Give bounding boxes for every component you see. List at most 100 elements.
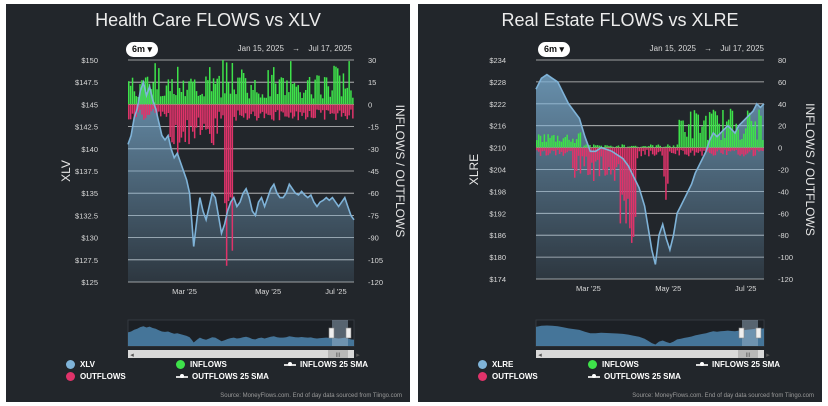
outflow-bar <box>712 147 715 156</box>
date-from[interactable]: Jan 15, 2025 <box>649 44 696 53</box>
caret-down-icon: ▾ <box>147 44 153 54</box>
inflow-bar <box>350 90 352 105</box>
inflow-bar <box>218 75 220 105</box>
outflow-bar <box>193 104 196 139</box>
inflow-bar <box>291 84 294 105</box>
range-label: 6m <box>544 44 558 54</box>
outflow-bar <box>676 147 679 151</box>
inflow-bar <box>631 145 633 148</box>
inflow-bar <box>205 76 207 105</box>
inflow-bar <box>237 77 239 105</box>
outflow-bar <box>214 104 217 119</box>
inflow-bar <box>619 147 622 148</box>
inflow-bar <box>545 141 547 148</box>
navigator-handle-left <box>328 327 335 339</box>
scrollbar-thumb <box>328 350 348 358</box>
outflow-bar <box>143 104 145 120</box>
legend-item-inflows[interactable]: INFLOWS <box>176 360 227 369</box>
outflow-bar <box>678 147 680 156</box>
legend-item-outflows-sma[interactable]: OUTFLOWS 25 SMA <box>588 372 681 381</box>
outflow-bar <box>273 104 275 121</box>
inflow-bar <box>288 92 290 105</box>
legend-label: OUTFLOWS <box>80 372 126 381</box>
outflow-bar <box>337 104 339 114</box>
outflow-bar <box>722 147 724 155</box>
outflow-bar <box>128 104 130 120</box>
outflow-bar <box>269 104 271 116</box>
inflow-bar <box>575 139 578 148</box>
inflow-bar <box>227 82 230 105</box>
inflow-bar <box>593 144 595 148</box>
outflow-bar <box>549 147 551 154</box>
legend-item-inflows-sma[interactable]: INFLOWS 25 SMA <box>284 360 368 369</box>
date-from[interactable]: Jan 15, 2025 <box>237 44 284 53</box>
legend-item-outflows[interactable]: OUTFLOWS <box>66 372 126 381</box>
outflow-bar <box>173 104 175 145</box>
outflow-bar <box>752 147 755 157</box>
inflow-bar <box>598 145 601 148</box>
inflow-bar <box>754 121 756 148</box>
y-right-tick-label: 30 <box>368 56 376 65</box>
outflow-bar <box>342 104 345 113</box>
outflow-bar <box>600 147 603 157</box>
outflow-bar <box>737 147 739 155</box>
sma-line-icon <box>284 361 296 366</box>
y-right-tick-label: 40 <box>778 100 786 109</box>
inflow-bar <box>596 145 599 148</box>
outflow-bar <box>669 147 671 152</box>
inflow-bar <box>553 135 555 148</box>
inflow-bar <box>543 134 546 148</box>
legend-item-outflows-sma[interactable]: OUTFLOWS 25 SMA <box>176 372 269 381</box>
scrollbar-track <box>128 350 354 358</box>
outflow-bar <box>756 147 758 151</box>
range-select-button[interactable]: 6m ▾ <box>126 42 159 57</box>
inflow-bar <box>231 63 234 105</box>
inflow-bar <box>646 146 648 148</box>
inflow-bar <box>171 79 173 105</box>
inflow-bar <box>572 138 574 148</box>
inflow-bar <box>286 80 288 105</box>
outflow-bar <box>667 147 669 184</box>
y-left-tick-label: $192 <box>489 209 506 218</box>
inflow-bar <box>201 93 203 105</box>
inflow-bar <box>650 144 652 148</box>
range-select-button[interactable]: 6m ▾ <box>538 42 571 57</box>
outflow-bar <box>141 104 143 115</box>
x-tick-label: May '25 <box>255 287 281 296</box>
outflow-bar <box>585 147 587 157</box>
date-to[interactable]: Jul 17, 2025 <box>308 44 352 53</box>
chart-panel-health-care: Health Care FLOWS vs XLV 6m ▾ Jan 15, 20… <box>6 4 410 402</box>
outflow-bar <box>612 147 614 170</box>
inflow-bar <box>169 91 171 105</box>
y-left-axis-label: XLRE <box>467 154 481 185</box>
outflow-bar <box>691 147 694 151</box>
legend-item-price[interactable]: XLRE <box>478 360 513 369</box>
inflow-bar <box>161 96 164 105</box>
outflow-bar <box>707 147 709 152</box>
date-range[interactable]: Jan 15, 2025 → Jul 17, 2025 <box>650 44 764 53</box>
date-range[interactable]: Jan 15, 2025 → Jul 17, 2025 <box>238 44 352 53</box>
outflow-bar <box>638 147 641 152</box>
y-right-tick-label: 15 <box>368 78 376 87</box>
legend-item-inflows-sma[interactable]: INFLOWS 25 SMA <box>696 360 780 369</box>
legend-item-inflows[interactable]: INFLOWS <box>588 360 639 369</box>
outflow-bar <box>608 147 610 168</box>
inflow-bar <box>644 146 646 148</box>
scroll-left-icon: ◂ <box>130 352 134 359</box>
legend-item-outflows[interactable]: OUTFLOWS <box>478 372 538 381</box>
inflow-bar <box>316 75 318 105</box>
inflow-bar <box>718 123 720 148</box>
inflow-bar <box>741 138 743 148</box>
legend-item-price[interactable]: XLV <box>66 360 95 369</box>
inflow-bar <box>242 73 245 105</box>
date-to[interactable]: Jul 17, 2025 <box>720 44 764 53</box>
outflow-bar <box>229 104 232 198</box>
outflow-bar <box>288 104 290 118</box>
inflow-bar <box>564 137 566 148</box>
inflow-bar <box>541 142 544 148</box>
outflow-bar <box>604 147 606 176</box>
outflow-bar <box>537 147 540 152</box>
caret-down-icon: ▾ <box>559 44 565 54</box>
chart-title: Real Estate FLOWS vs XLRE <box>501 10 739 30</box>
outflow-bar <box>562 147 565 156</box>
